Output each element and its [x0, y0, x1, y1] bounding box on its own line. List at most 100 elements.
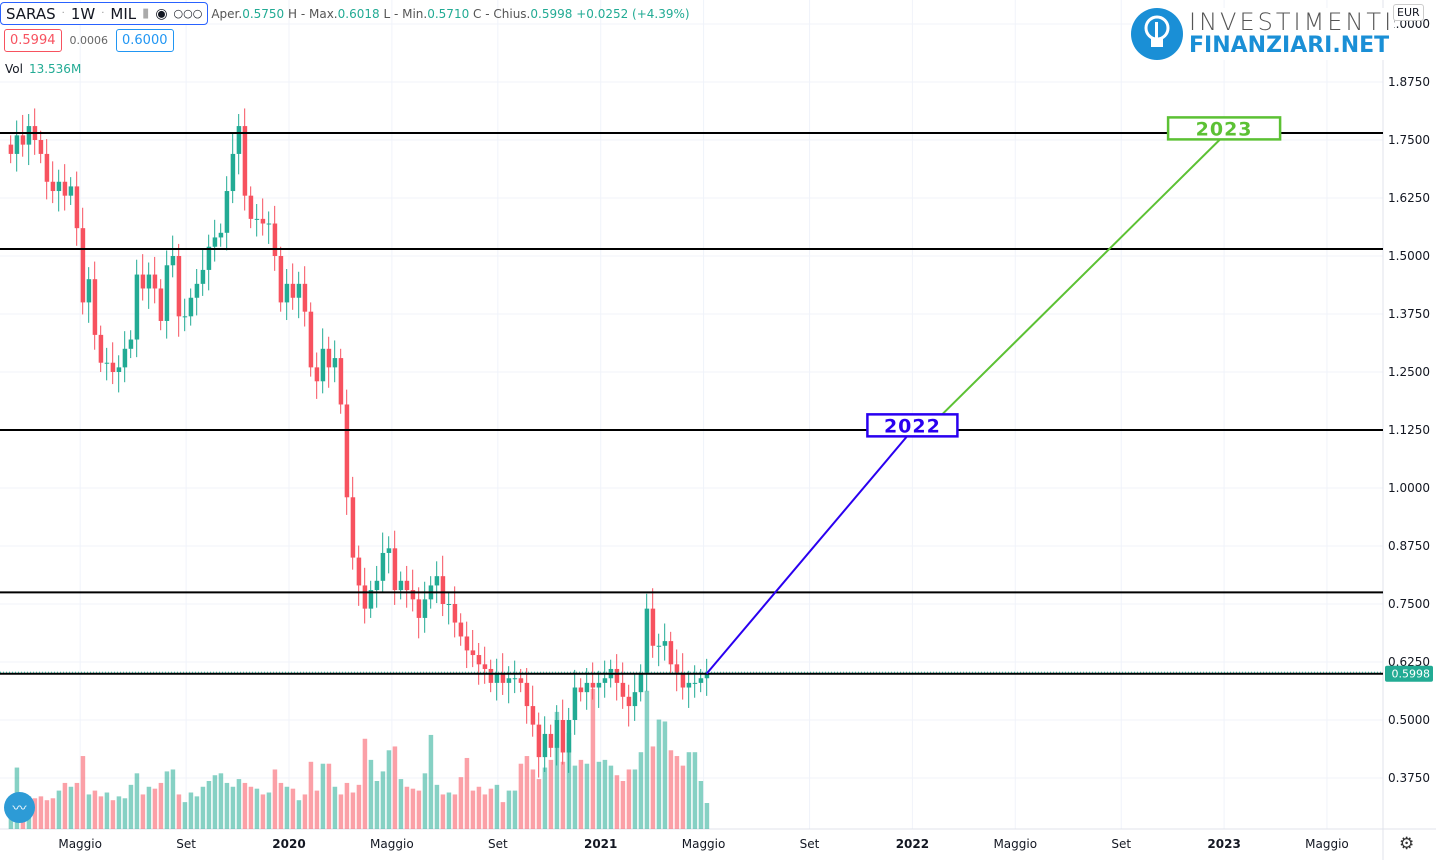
- last-price-label: 0.5998: [1392, 668, 1431, 681]
- candle-body: [158, 288, 164, 321]
- candle: [14, 120, 20, 172]
- candle: [602, 660, 608, 698]
- x-tick-label: Maggio: [993, 837, 1037, 851]
- currency-label[interactable]: EUR: [1393, 4, 1424, 21]
- candle: [230, 133, 236, 204]
- candle-body: [512, 678, 518, 680]
- candle-body: [260, 218, 266, 224]
- candle-body: [20, 135, 26, 145]
- y-tick-label: 0.8750: [1388, 539, 1430, 553]
- candle: [98, 325, 104, 372]
- candle-body: [314, 367, 320, 382]
- candle-body: [506, 678, 512, 683]
- volume-bar: [98, 796, 104, 829]
- volume-bar: [440, 794, 446, 829]
- candle-body: [128, 339, 134, 349]
- candle: [374, 565, 380, 608]
- volume-bar: [260, 794, 266, 829]
- candle-body: [668, 641, 674, 665]
- candle-body: [302, 283, 308, 312]
- candle: [590, 662, 596, 700]
- close-value: 0.5998: [530, 6, 573, 21]
- candle-body: [8, 144, 14, 154]
- candle: [116, 355, 122, 393]
- candle-body: [686, 682, 692, 688]
- volume-bar: [458, 777, 464, 829]
- candle-body: [620, 682, 626, 697]
- candle-body: [542, 733, 548, 758]
- eye-icon[interactable]: ◉: [155, 5, 168, 22]
- candle-body: [596, 682, 602, 688]
- candle-body: [434, 576, 440, 586]
- candle: [50, 161, 56, 204]
- candle: [26, 114, 32, 166]
- volume-legend: Vol 13.536M: [5, 62, 82, 76]
- candle-body: [272, 223, 278, 256]
- volume-bar: [548, 759, 554, 829]
- candle: [20, 114, 26, 157]
- volume-bar: [530, 769, 536, 829]
- volume-bar: [608, 765, 614, 829]
- volume-bar: [62, 782, 68, 829]
- candle: [458, 613, 464, 646]
- candle-body: [80, 228, 86, 303]
- volume-bar: [374, 781, 380, 829]
- candle: [242, 108, 248, 211]
- volume-bar: [488, 788, 494, 829]
- tradingview-logo[interactable]: 〰: [4, 792, 35, 823]
- volume-bar: [140, 794, 146, 829]
- candle: [284, 268, 290, 321]
- symbol-selector[interactable]: SARAS · 1W · MIL ▮ ◉ ○○○: [0, 2, 209, 25]
- candle-body: [464, 636, 470, 651]
- candle: [554, 705, 560, 766]
- volume-bar: [302, 794, 308, 829]
- volume-bar: [224, 782, 230, 829]
- trend-line: [705, 429, 914, 675]
- volume-bar: [584, 763, 590, 829]
- candle: [278, 246, 284, 312]
- y-tick-label: 1.6250: [1388, 191, 1430, 205]
- candle-body: [404, 580, 410, 591]
- buy-button[interactable]: 0.6000: [116, 29, 174, 52]
- volume-bar: [554, 711, 560, 829]
- candle-body: [368, 590, 374, 609]
- interval[interactable]: 1W: [70, 4, 96, 23]
- candle: [104, 347, 110, 381]
- candle-body: [458, 622, 464, 637]
- candle-body: [176, 256, 182, 317]
- candle: [44, 139, 50, 200]
- annotation-label: 2023: [1196, 118, 1253, 140]
- volume-bar: [644, 690, 650, 829]
- candle-body: [518, 678, 524, 683]
- candle: [668, 631, 674, 674]
- candle-body: [266, 223, 272, 225]
- candle: [410, 569, 416, 612]
- volume-bar: [194, 796, 200, 829]
- candle-body: [50, 181, 56, 192]
- candle: [326, 336, 332, 388]
- volume-bar: [38, 796, 44, 829]
- candle-body: [494, 673, 500, 683]
- volume-bar: [338, 794, 344, 829]
- candle-body: [74, 186, 80, 229]
- more-icon[interactable]: ○○○: [173, 7, 203, 20]
- flag-icon[interactable]: ▮: [142, 6, 150, 21]
- x-tick-label: Maggio: [58, 837, 102, 851]
- volume-bar: [80, 756, 86, 829]
- candle: [164, 250, 170, 339]
- candle-body: [374, 580, 380, 591]
- candle: [536, 712, 542, 778]
- change-value: +0.0252 (+4.39%): [576, 6, 690, 21]
- sell-button[interactable]: 0.5994: [4, 29, 62, 52]
- volume-bar: [572, 765, 578, 829]
- candle: [548, 724, 554, 758]
- volume-bar: [500, 802, 506, 829]
- candle: [704, 658, 710, 696]
- x-tick-label: Set: [488, 837, 508, 851]
- volume-bar: [410, 788, 416, 829]
- candle-body: [590, 682, 596, 688]
- volume-bar: [470, 790, 476, 829]
- candle-body: [704, 673, 710, 679]
- gear-icon[interactable]: ⚙: [1399, 834, 1415, 854]
